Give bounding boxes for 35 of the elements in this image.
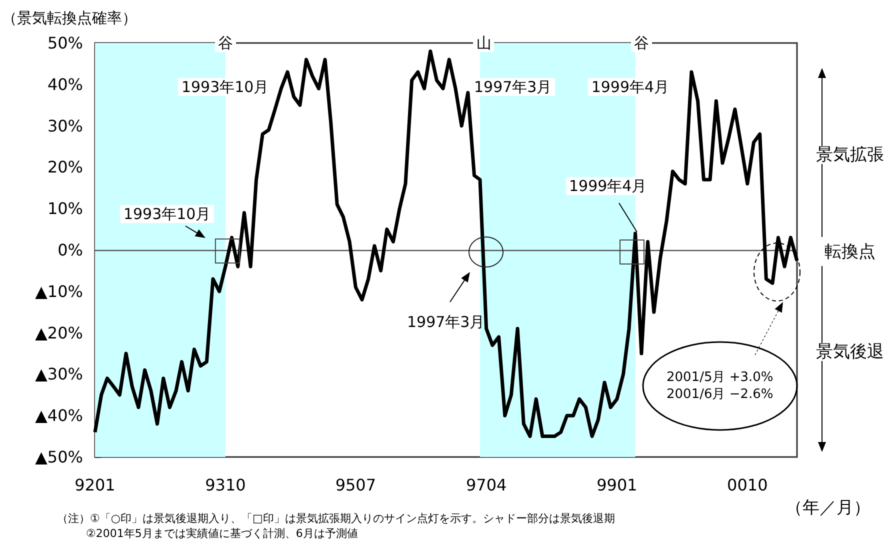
line-series bbox=[93, 50, 799, 438]
x-tick-label: 9310 bbox=[205, 476, 246, 494]
y-tick-label: ▲20% bbox=[35, 323, 83, 342]
y-tick-label: 30% bbox=[47, 116, 83, 136]
annotation: 谷 bbox=[214, 34, 236, 52]
x-tick-label: 9704 bbox=[466, 476, 507, 494]
annotation: 1997年3月 bbox=[470, 78, 555, 96]
y-tick-label: ▲10% bbox=[35, 282, 83, 301]
y-tick-label: 40% bbox=[47, 74, 83, 94]
y-axis-title: （景気転換点確率） bbox=[2, 9, 137, 27]
y-tick-label: 20% bbox=[47, 158, 83, 177]
annotation: 1999年4月 bbox=[588, 78, 672, 96]
x-tick-label: 0010 bbox=[727, 476, 768, 494]
y-tick-label: ▲30% bbox=[35, 364, 83, 384]
text: （注）①「○印」は景気後退期入り、「□印」は景気拡張期入りのサイン点灯を示す。シャドー部分は景気後退期 bbox=[57, 511, 615, 527]
x-axis-title: （年／月） bbox=[786, 498, 870, 518]
y-tick-label: 10% bbox=[47, 199, 83, 218]
x-tick-label: 9201 bbox=[74, 476, 116, 494]
text: 転換点 bbox=[824, 242, 876, 262]
annotation: 1993年10月 bbox=[178, 78, 272, 96]
y-tick-label: 50% bbox=[47, 34, 83, 52]
text: 景気後退 bbox=[816, 342, 884, 362]
text: ②2001年5月までは実績値に基づく計測、6月は予測値 bbox=[86, 526, 358, 541]
annotation: 2001/5月 +3.0% 2001/6月 −2.6% bbox=[666, 369, 774, 403]
annotation: 山 bbox=[473, 34, 494, 52]
x-tick-label: 9901 bbox=[596, 476, 638, 494]
annotation: 谷 bbox=[630, 34, 652, 52]
annotation: 1999年4月 bbox=[566, 177, 650, 195]
annotation: 1997年3月 bbox=[407, 313, 485, 331]
text: 景気拡張 bbox=[816, 145, 884, 165]
y-tick-label: 0% bbox=[58, 240, 83, 260]
y-tick-label: ▲40% bbox=[35, 406, 83, 426]
annotation: 1993年10月 bbox=[120, 205, 214, 223]
x-tick-label: 9507 bbox=[335, 476, 376, 494]
y-tick-label: ▲50% bbox=[35, 448, 83, 466]
